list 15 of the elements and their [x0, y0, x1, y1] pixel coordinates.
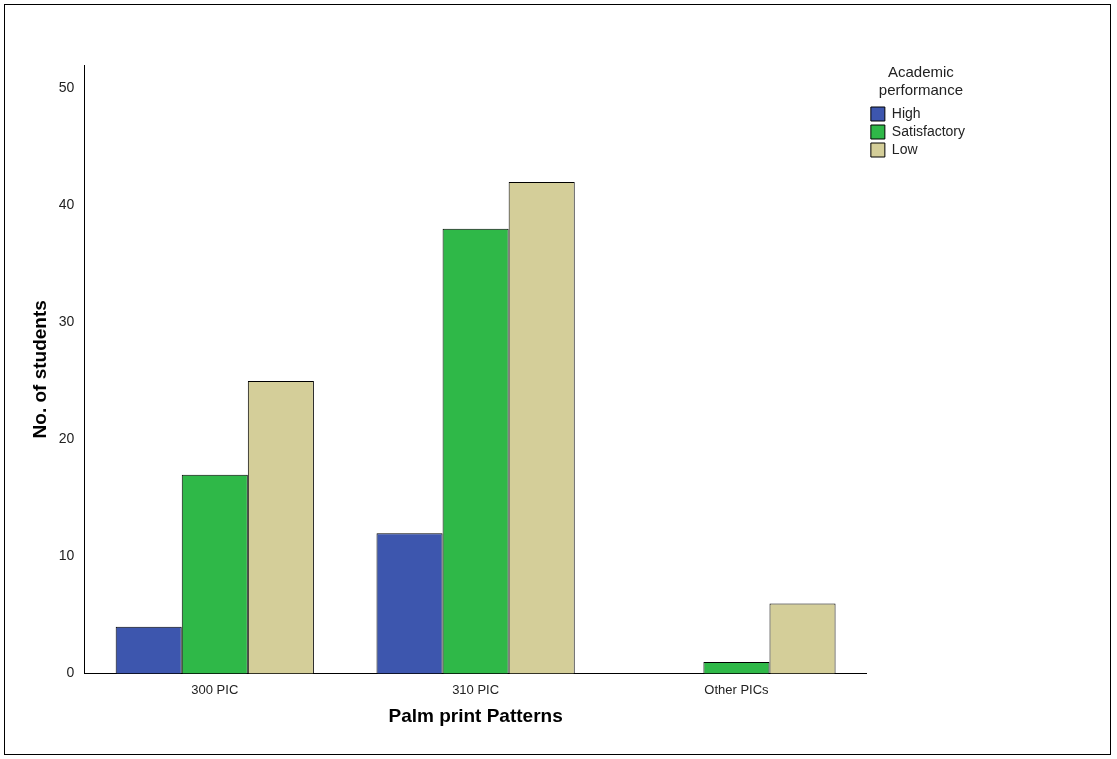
y-axis-title: No. of students: [28, 300, 50, 439]
x-axis-title: Palm print Patterns: [388, 704, 563, 726]
y-tick-label: 10: [58, 547, 75, 564]
x-tick-label: 300 PIC: [191, 681, 239, 697]
y-tick-label: 0: [66, 664, 75, 681]
legend-label: High: [891, 104, 921, 121]
x-tick-label: 310 PIC: [452, 681, 500, 697]
x-tick-label: Other PICs: [704, 681, 770, 697]
y-tick-label: 30: [58, 313, 75, 330]
y-tick-label: 50: [58, 79, 75, 96]
legend-label: Satisfactory: [891, 122, 965, 139]
legend-title: Academic performance: [878, 62, 964, 98]
legend-label: Low: [891, 140, 919, 157]
y-tick-label: 40: [58, 196, 75, 213]
y-tick-label: 20: [58, 430, 75, 447]
